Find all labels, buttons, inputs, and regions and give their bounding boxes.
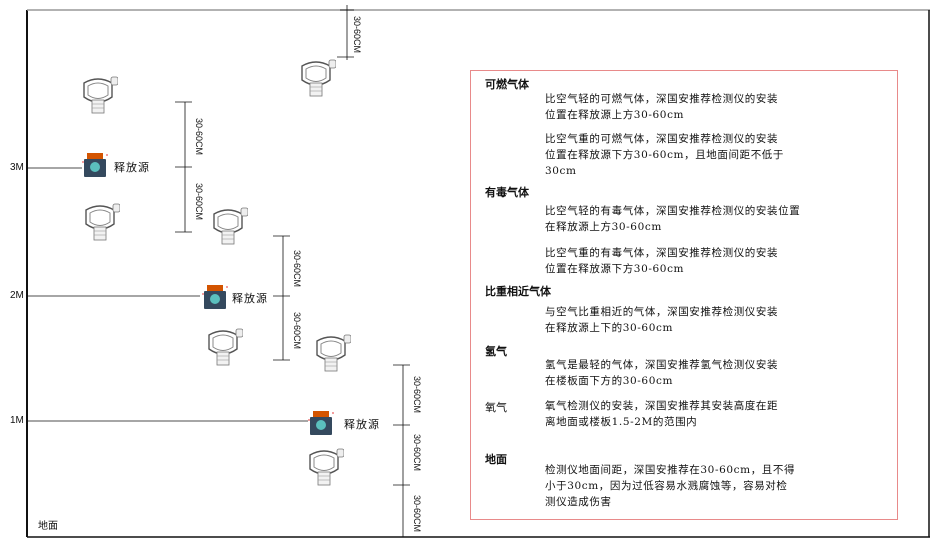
section-paragraph: 比空气重的有毒气体，深国安推荐检测仪的安装 位置在释放源下方30-60cm (545, 247, 779, 275)
detector-icon (83, 76, 118, 114)
release-source-label: 释放源 (114, 161, 150, 174)
detector-icon (309, 448, 344, 486)
dimension-lines (175, 5, 410, 537)
release-source-icon (82, 153, 108, 177)
section-title: 有毒气体 (485, 186, 529, 199)
dimension-label: 30-60CM (412, 376, 422, 414)
release-source-icon (202, 285, 228, 309)
section-paragraph: 比空气轻的有毒气体，深国安推荐检测仪的安装位置 在释放源上方30-60cm (545, 205, 801, 233)
release-source-icon (308, 411, 334, 435)
section-paragraph: 氢气是最轻的气体，深国安推荐氢气检测仪安装 在楼板面下方的30-60cm (545, 359, 779, 387)
guideline-panel (470, 70, 898, 520)
dimension-label: 30-60CM (292, 312, 302, 350)
detector-icon (316, 334, 351, 372)
section-title: 比重相近气体 (485, 285, 551, 298)
dimension-label: 30-60CM (412, 434, 422, 472)
section-paragraph: 比空气重的可燃气体，深国安推荐检测仪的安装 位置在释放源下方30-60cm，且地… (545, 133, 785, 177)
ground-label: 地面 (38, 521, 58, 532)
dimension-label: 30-60CM (194, 118, 204, 156)
section-paragraph: 比空气轻的可燃气体，深国安推荐检测仪的安装 位置在释放源上方30-60cm (545, 93, 779, 121)
section-title: 地面 (485, 453, 507, 466)
section-paragraph: 氧气检测仪的安装，深国安推荐其安装高度在距 离地面或楼板1.5-2M的范围内 (545, 400, 779, 428)
dimension-label: 30-60CM (292, 250, 302, 288)
dimension-label: 30-60CM (412, 495, 422, 533)
dimension-label: 30-60CM (194, 183, 204, 221)
dimension-label: 30-60CM (352, 16, 362, 54)
detector-icon (208, 328, 243, 366)
section-title: 氢气 (485, 345, 507, 358)
level-2m-label: 2M (10, 290, 24, 301)
release-source-label: 释放源 (232, 292, 268, 305)
level-3m-label: 3M (10, 162, 24, 173)
level-1m-label: 1M (10, 415, 24, 426)
detector-icon (301, 59, 336, 97)
section-paragraph: 检测仪地面间距，深国安推荐在30-60cm，且不得 小于30cm，因为过低容易水… (545, 464, 796, 508)
section-title: 可燃气体 (485, 78, 529, 91)
detector-icon (213, 207, 248, 245)
release-source-label: 释放源 (344, 418, 380, 431)
detector-icon (85, 203, 120, 241)
section-title: 氧气 (485, 401, 507, 414)
section-paragraph: 与空气比重相近的气体，深国安推荐检测仪安装 在释放源上下的30-60cm (545, 306, 779, 334)
